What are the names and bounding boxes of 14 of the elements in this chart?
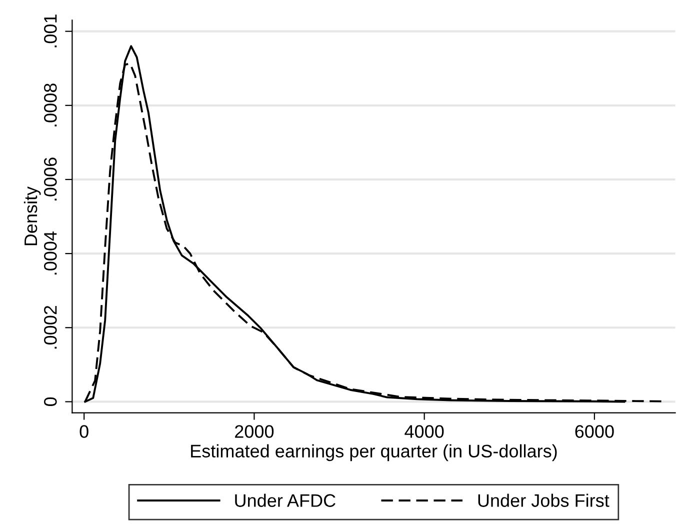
y-tick-label: .0002 [44, 306, 57, 349]
x-tick-label: 2000 [235, 425, 274, 438]
y-tick-label: .0004 [44, 232, 57, 275]
y-tick-label: .0008 [44, 84, 57, 126]
x-axis-title: Estimated earnings per quarter (in US-dollars) [191, 444, 557, 462]
legend-label: Under Jobs First [478, 494, 610, 507]
y-tick-label: 0 [44, 397, 57, 406]
x-tick-label: 4000 [404, 425, 444, 438]
x-tick-label: 0 [80, 425, 88, 438]
x-tick-label: 6000 [575, 425, 614, 438]
y-axis-title: Density [24, 186, 41, 246]
y-tick-label: .0006 [44, 158, 57, 200]
y-tick-label: .001 [44, 14, 57, 48]
legend-label: Under AFDC [235, 494, 336, 507]
